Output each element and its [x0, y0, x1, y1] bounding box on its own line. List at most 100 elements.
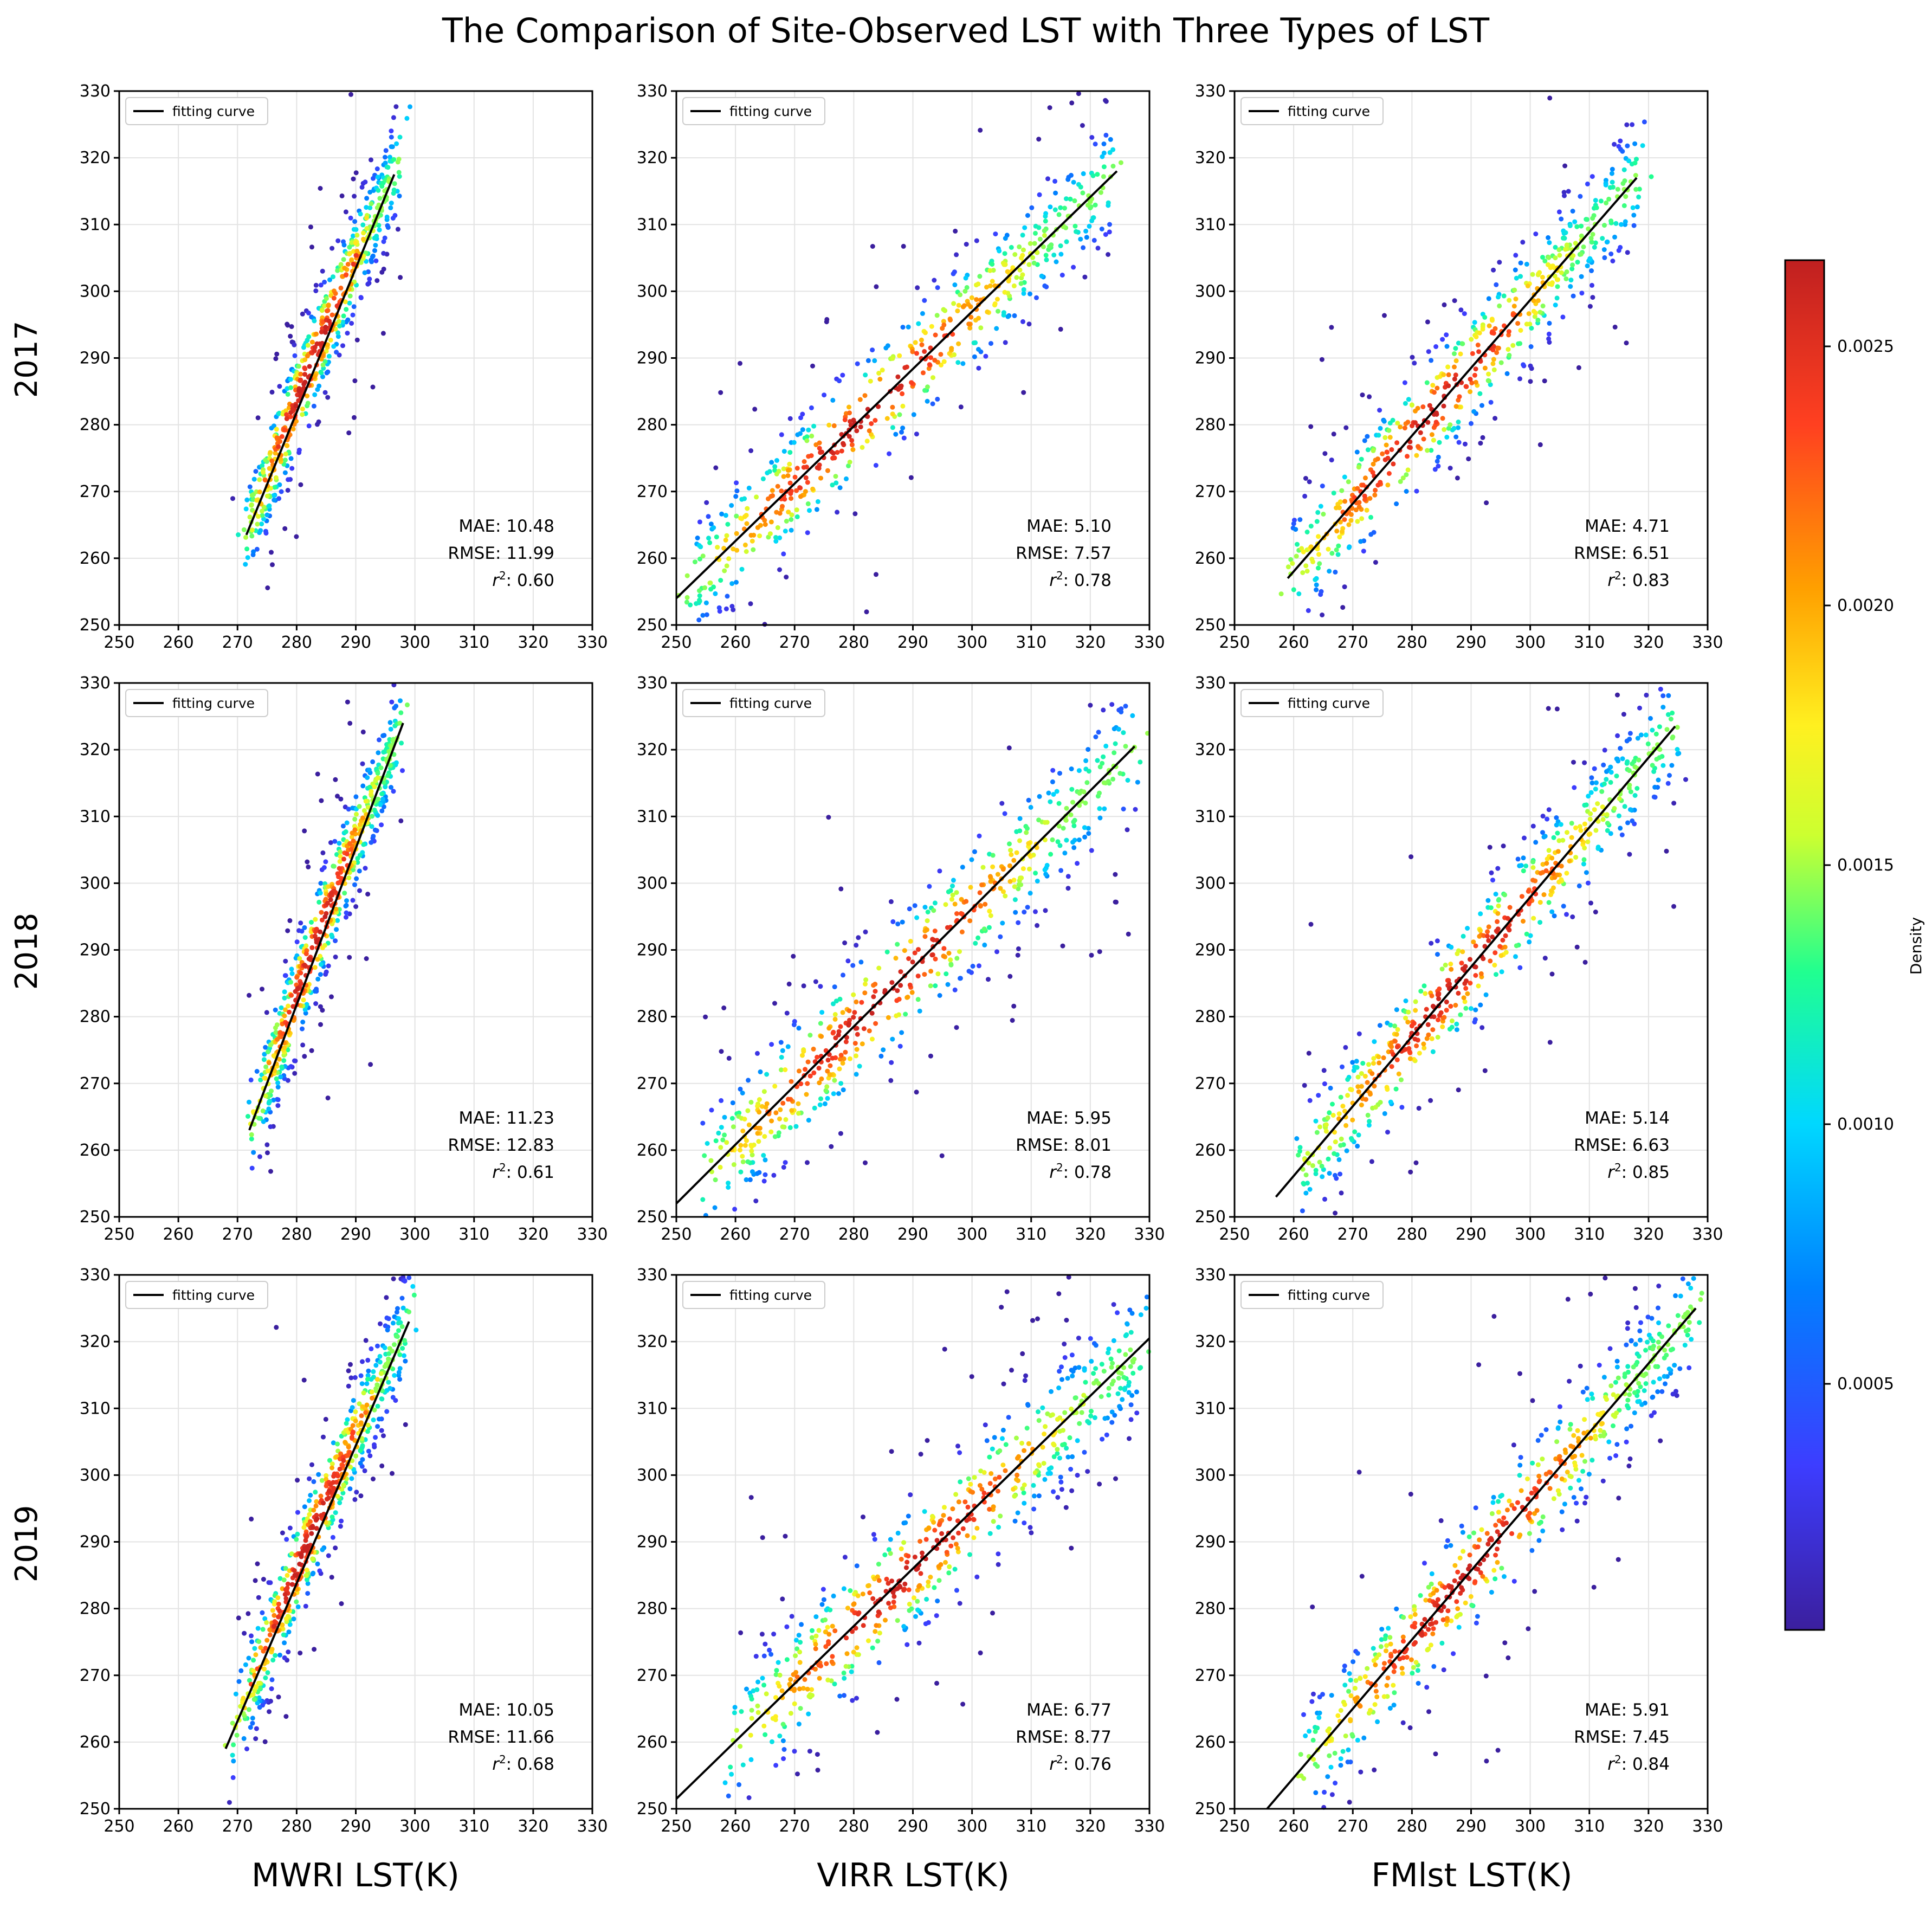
scatter-point — [1487, 845, 1492, 850]
scatter-point — [296, 364, 301, 369]
scatter-point — [792, 474, 798, 480]
scatter-point — [1521, 919, 1526, 924]
scatter-point — [1429, 448, 1434, 453]
scatter-point — [1327, 1145, 1333, 1151]
scatter-point — [370, 759, 376, 764]
scatter-point — [279, 1005, 284, 1010]
scatter-point — [863, 929, 868, 934]
scatter-point — [796, 1633, 802, 1638]
scatter-point — [1623, 219, 1628, 224]
scatter-point — [1413, 1008, 1418, 1013]
scatter-point — [1473, 366, 1478, 372]
scatter-point — [395, 227, 400, 232]
scatter-point — [1487, 323, 1492, 328]
scatter-point — [1388, 1022, 1393, 1028]
scatter-point — [259, 521, 264, 527]
scatter-point — [253, 469, 259, 474]
scatter-point — [815, 465, 820, 470]
scatter-point — [249, 1136, 254, 1142]
scatter-point — [841, 1087, 846, 1093]
scatter-point — [916, 321, 921, 326]
scatter-point — [300, 311, 305, 317]
scatter-point — [925, 384, 930, 390]
scatter-point — [1587, 256, 1593, 261]
scatter-point — [1134, 1410, 1140, 1416]
y-tick-label: 260 — [1195, 1141, 1226, 1160]
scatter-point — [1314, 519, 1320, 524]
scatter-point — [324, 969, 329, 975]
scatter-point — [1605, 821, 1610, 826]
x-label-fmlst: FMlst LST(K) — [1371, 1857, 1572, 1894]
scatter-point — [871, 994, 876, 1000]
scatter-point — [1561, 904, 1566, 909]
scatter-point — [309, 1531, 314, 1536]
x-tick-label: 260 — [720, 633, 751, 652]
scatter-point — [706, 536, 711, 541]
scatter-point — [836, 1032, 841, 1037]
scatter-point — [908, 1492, 913, 1498]
scatter-point — [397, 720, 403, 726]
scatter-point — [282, 995, 287, 1001]
scatter-point — [279, 489, 284, 494]
scatter-point — [830, 397, 836, 403]
scatter-point — [913, 1614, 918, 1619]
scatter-point — [1592, 766, 1597, 771]
scatter-point — [1095, 246, 1101, 251]
scatter-point — [338, 796, 344, 802]
y-tick-label: 300 — [1195, 282, 1226, 301]
scatter-point — [1460, 341, 1465, 346]
scatter-point — [1542, 956, 1548, 961]
scatter-point — [1435, 385, 1440, 391]
scatter-point — [838, 1081, 844, 1086]
scatter-point — [1092, 1415, 1097, 1420]
scatter-point — [1101, 141, 1107, 146]
scatter-point — [1102, 806, 1107, 811]
scatter-point — [1069, 100, 1075, 106]
scatter-point — [268, 1580, 273, 1585]
scatter-point — [1389, 1064, 1394, 1069]
scatter-point — [277, 1652, 282, 1658]
x-tick-label: 310 — [1574, 1225, 1605, 1244]
scatter-point — [243, 1662, 248, 1667]
scatter-point — [1308, 544, 1314, 550]
scatter-point — [749, 538, 755, 544]
scatter-point — [335, 334, 341, 339]
scatter-point — [1604, 812, 1610, 817]
scatter-point — [1321, 512, 1326, 517]
scatter-point — [932, 929, 938, 933]
scatter-point — [888, 1078, 894, 1083]
scatter-point — [366, 768, 372, 772]
scatter-point — [411, 1292, 417, 1298]
scatter-point — [385, 165, 391, 170]
legend-label: fitting curve — [172, 695, 255, 711]
scatter-point — [931, 375, 935, 381]
scatter-point — [1546, 900, 1552, 905]
scatter-point — [285, 488, 290, 493]
scatter-point — [919, 342, 925, 347]
scatter-point — [270, 562, 275, 568]
scatter-point — [1372, 1039, 1377, 1045]
scatter-point — [1494, 282, 1499, 287]
stat-mae: MAE: 10.05 — [458, 1700, 554, 1720]
y-tick-label: 290 — [80, 1533, 111, 1552]
scatter-point — [734, 513, 739, 519]
scatter-point — [378, 765, 384, 771]
scatter-point — [832, 1078, 837, 1083]
scatter-point — [320, 850, 326, 855]
scatter-point — [895, 1530, 901, 1536]
scatter-point — [901, 1624, 907, 1629]
scatter-point — [860, 444, 865, 450]
x-tick-label: 290 — [340, 633, 371, 652]
scatter-point — [1651, 794, 1657, 800]
scatter-point — [1615, 186, 1620, 192]
scatter-point — [1058, 205, 1063, 210]
scatter-point — [1033, 909, 1038, 914]
scatter-point — [970, 964, 975, 969]
scatter-point — [338, 1524, 343, 1529]
scatter-point — [381, 1433, 386, 1439]
scatter-point — [1590, 231, 1595, 237]
scatter-point — [262, 478, 268, 483]
scatter-point — [333, 291, 338, 296]
scatter-point — [744, 1177, 749, 1182]
scatter-point — [1436, 454, 1441, 460]
